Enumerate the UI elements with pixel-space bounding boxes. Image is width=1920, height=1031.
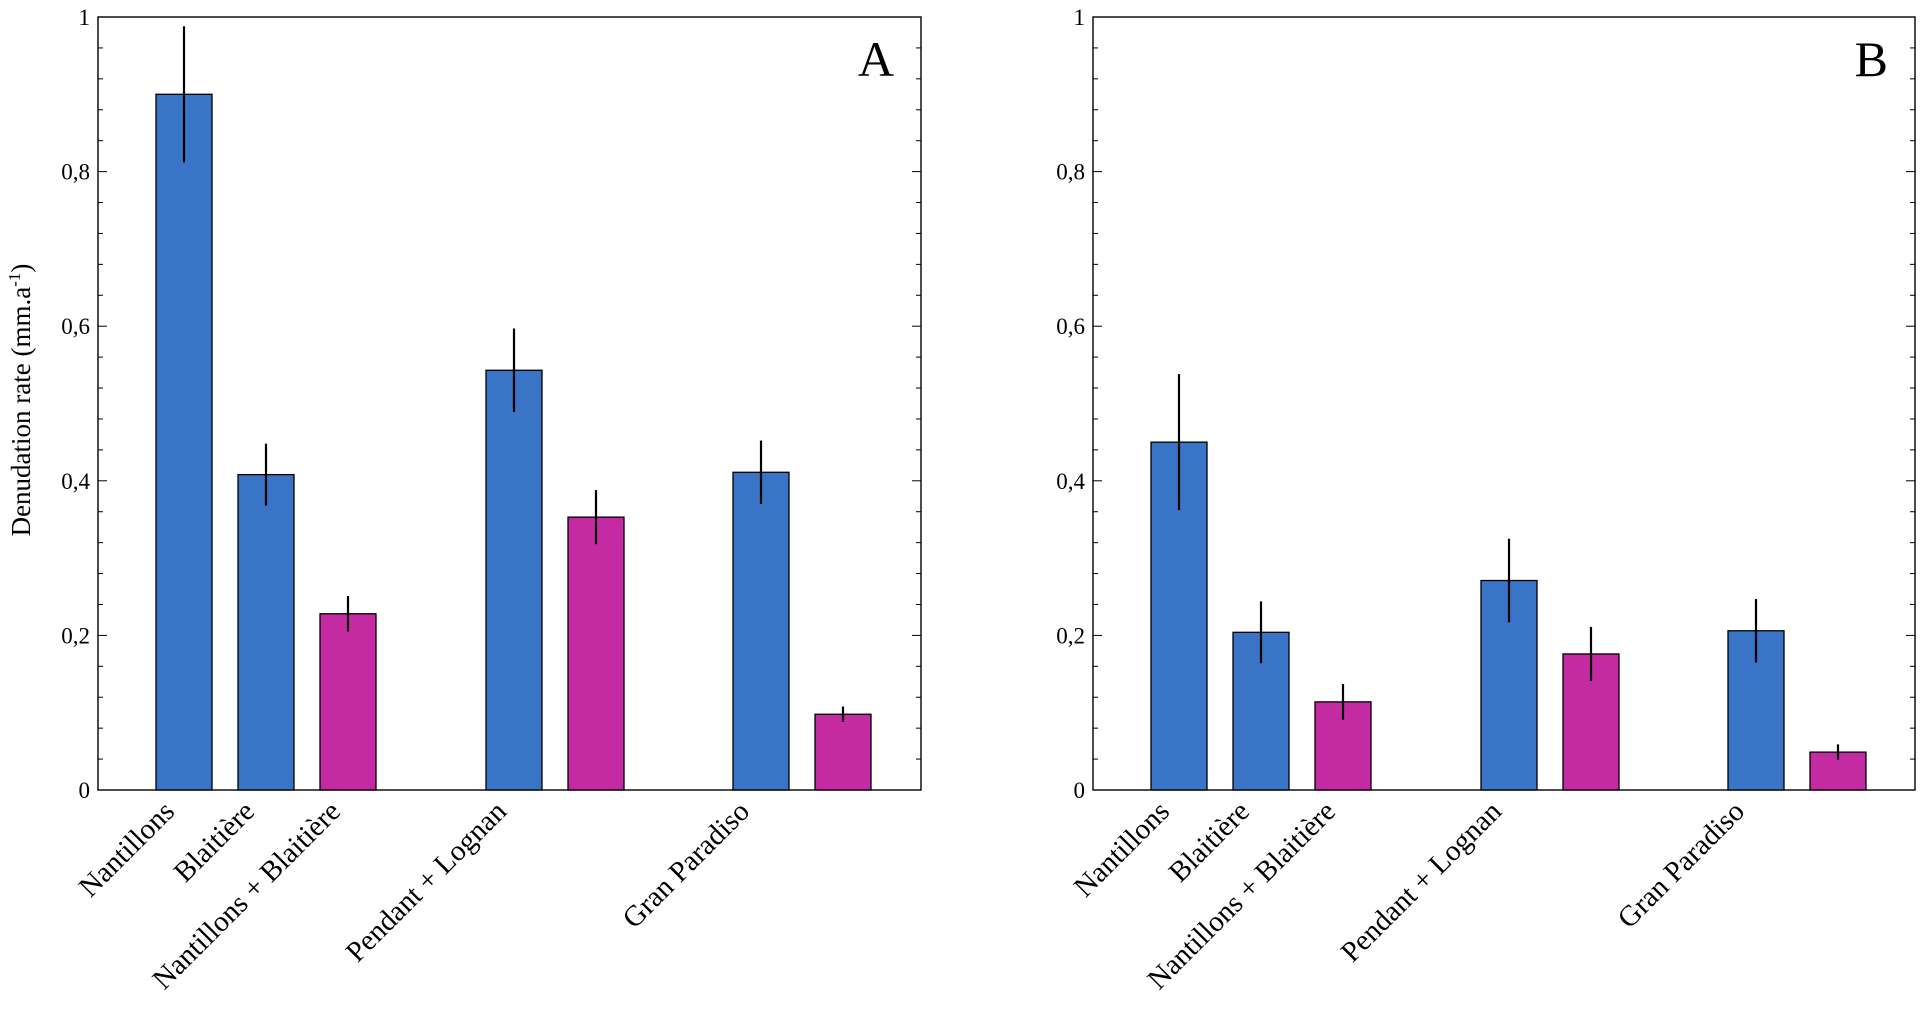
category-label: Pendant + Lognan: [1335, 795, 1509, 969]
category-label: Pendant + Lognan: [340, 795, 514, 969]
bar: [155, 93, 213, 791]
category-label: Gran Paradiso: [617, 795, 756, 934]
chart-panel-a: 00,20,40,60,81ANantillonsBlaitièreNantil…: [61, 5, 922, 996]
y-axis-label-main: Denudation rate (mm.a: [6, 287, 36, 537]
y-axis-label-superscript: -1: [5, 273, 24, 287]
y-tick-label: 0,4: [61, 469, 90, 494]
bar: [319, 613, 377, 791]
chart-panel-b: 00,20,40,60,81BNantillonsBlaitièreNantil…: [1056, 5, 1916, 996]
panel-letter: A: [858, 31, 894, 87]
bar: [814, 713, 872, 791]
y-tick-label: 0,2: [1056, 623, 1085, 648]
bar: [485, 369, 543, 791]
bar: [732, 471, 790, 791]
category-label: Nantillons: [1068, 795, 1176, 903]
category-label: Nantillons: [73, 795, 181, 903]
category-label: Gran Paradiso: [1612, 795, 1751, 934]
bar: [567, 516, 625, 791]
y-tick-label: 0,8: [61, 160, 90, 185]
y-tick-label: 0: [1074, 778, 1086, 803]
y-tick-label: 1: [79, 5, 91, 30]
bar: [237, 473, 295, 791]
y-tick-label: 0,6: [1056, 314, 1085, 339]
y-tick-label: 0,6: [61, 314, 90, 339]
bar: [1727, 630, 1785, 791]
panel-letter: B: [1855, 31, 1888, 87]
y-axis-label-close: ): [6, 264, 36, 273]
y-tick-label: 0,4: [1056, 469, 1085, 494]
y-tick-label: 1: [1074, 5, 1086, 30]
y-tick-label: 0,8: [1056, 160, 1085, 185]
y-tick-label: 0: [79, 778, 91, 803]
y-tick-label: 0,2: [61, 623, 90, 648]
y-axis-label: Denudation rate (mm.a-1): [5, 264, 36, 537]
bar: [1232, 631, 1290, 791]
